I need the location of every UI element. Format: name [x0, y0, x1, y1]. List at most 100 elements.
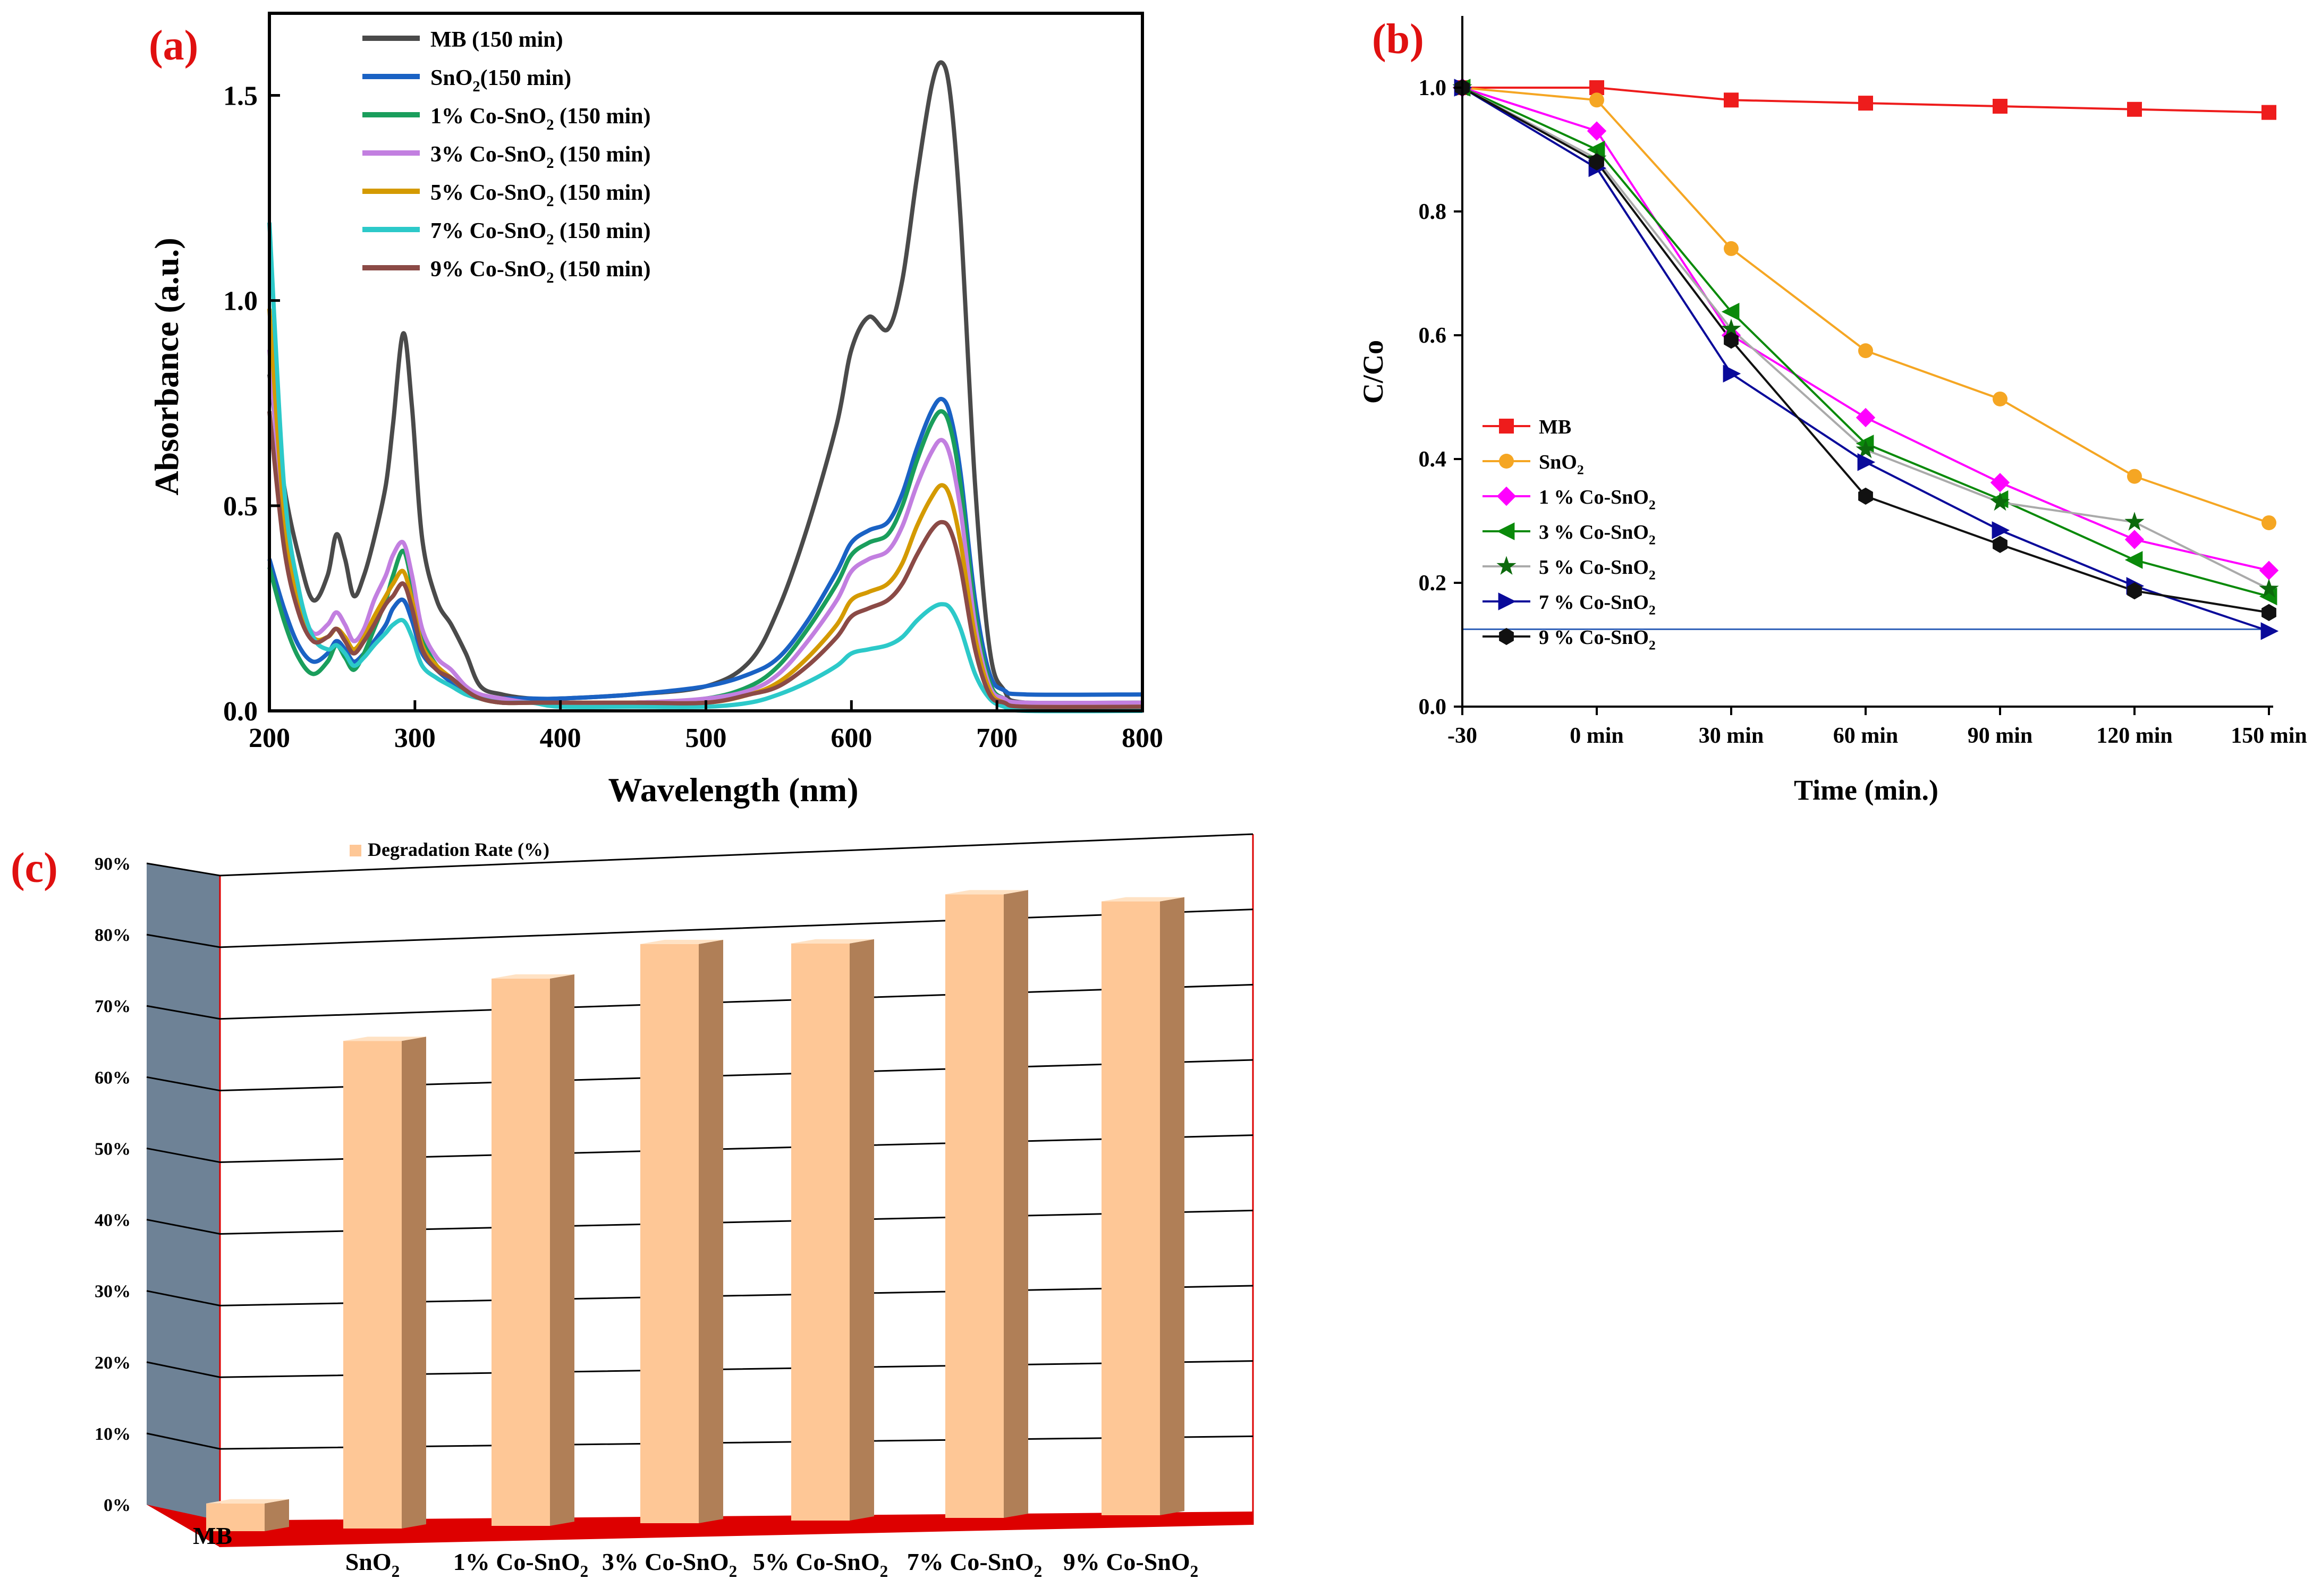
panel-b-y-axis-label: C/Co — [1357, 340, 1389, 404]
panel-b-point-6-5 — [2127, 582, 2142, 600]
panel-c-x-tick-label-5: 7% Co-SnO2 — [907, 1548, 1043, 1581]
panel-c-legend-label: Degradation Rate (%) — [368, 839, 549, 860]
panel-b-point-0-6 — [2261, 105, 2276, 120]
panel-b-y-tick-label: 0.0 — [1419, 695, 1447, 719]
panel-b-point-3-1 — [1587, 140, 1605, 159]
panel-b-point-2-3 — [1856, 408, 1876, 428]
panel-b-x-tick-label: 30 min — [1699, 724, 1764, 748]
panel-a-series-line-5 — [267, 222, 1143, 714]
panel-b-legend-marker-4 — [1496, 556, 1517, 575]
panel-a-ticks: 200 300 400 500 600 700 800 0.0 0.5 1.0 1.5 — [223, 81, 1163, 753]
panel-a-legend: MB (150 min) SnO2(150 min) 1% Co-SnO2 (150… — [362, 28, 650, 286]
panel-c-x-tick-label-0: MB — [193, 1522, 232, 1549]
panel-a-series-line-3 — [267, 349, 1143, 706]
panel-c-bar-side-5 — [1004, 890, 1028, 1518]
panel-a-series-line-2 — [267, 409, 1143, 706]
panel-c-x-tick-label-6: 9% Co-SnO2 — [1063, 1548, 1199, 1581]
panel-a: (a) Absorbance (a.u.) Wavelength (nm) 20… — [148, 12, 1163, 809]
panel-c-bar-side-3 — [699, 939, 723, 1523]
panel-c-bar-top-6 — [1102, 897, 1184, 902]
panel-c-x-tick-label-2: 1% Co-SnO2 — [453, 1548, 589, 1581]
panel-c-bar-1 — [343, 1041, 402, 1529]
panel-b-legend-label-2: 1 % Co-SnO2 — [1539, 486, 1656, 513]
panel-b: (b) C/Co Time (min.) -30 0 min 30 min 60 mi… — [1357, 16, 2307, 806]
panel-c-x-tick-label-3: 3% Co-SnO2 — [602, 1548, 738, 1581]
panel-a-y-tick-label: 1.0 — [223, 286, 258, 317]
panel-c-label: (c) — [11, 845, 58, 892]
panel-a-plot-frame — [268, 12, 1144, 712]
panel-b-point-5-4 — [1992, 521, 2010, 539]
panel-b-x-tick-label: 150 min — [2231, 724, 2307, 748]
panel-b-point-6-1 — [1589, 153, 1604, 171]
panel-b-point-1-4 — [1993, 391, 2007, 406]
panel-a-series-group — [267, 60, 1143, 714]
panel-a-y-axis-label: Absorbance (a.u.) — [148, 237, 185, 495]
panel-b-point-1-2 — [1724, 241, 1739, 256]
panel-a-series-line-6 — [267, 411, 1143, 709]
panel-b-point-1-1 — [1589, 92, 1604, 108]
panel-b-point-4-3 — [1856, 439, 1876, 459]
panel-b-point-3-2 — [1721, 302, 1740, 321]
panel-c-y-tick-label: 50% — [95, 1139, 131, 1159]
panel-a-y-tick-label: 1.5 — [223, 81, 258, 111]
panel-c-gridline — [146, 1285, 1253, 1306]
panel-c-bar-5 — [945, 894, 1004, 1518]
panel-a-x-axis-label: Wavelength (nm) — [608, 771, 858, 809]
panel-b-legend-marker-3 — [1496, 522, 1515, 540]
panel-b-series-line-3 — [1462, 87, 2269, 598]
panel-b-point-0-3 — [1858, 96, 1873, 111]
panel-b-point-4-4 — [1990, 491, 2010, 511]
panel-b-x-tick-label: -30 — [1447, 724, 1477, 748]
panel-b-point-4-2 — [1721, 318, 1741, 338]
panel-a-legend-label-5: 7% Co-SnO2 (150 min) — [430, 219, 650, 248]
panel-b-point-1-6 — [2261, 515, 2276, 530]
panel-c-y-tick-label: 80% — [95, 926, 131, 945]
panel-c-y-tick-label: 70% — [95, 997, 131, 1016]
panel-c-bar-top-5 — [945, 890, 1028, 895]
panel-b-point-2-4 — [1990, 473, 2010, 493]
panel-a-legend-label-3: 3% Co-SnO2 (150 min) — [430, 142, 650, 172]
panel-a-label: (a) — [149, 22, 198, 69]
panel-c-bar-top-0 — [206, 1499, 289, 1504]
panel-c-legend: Degradation Rate (%) — [350, 839, 549, 860]
panel-b-legend-marker-0 — [1499, 419, 1514, 434]
panel-a-legend-label-4: 5% Co-SnO2 (150 min) — [430, 181, 650, 210]
panel-b-point-4-5 — [2124, 512, 2145, 531]
panel-b-ticks: -30 0 min 30 min 60 min 90 min 120 min 150 min… — [1419, 76, 2307, 748]
panel-c-bars — [206, 890, 1184, 1531]
panel-b-label: (b) — [1372, 16, 1424, 63]
panel-a-legend-label-2: 1% Co-SnO2 (150 min) — [430, 104, 650, 133]
panel-a-x-tick-label: 600 — [831, 723, 872, 753]
panel-c-gridline — [146, 1134, 1253, 1164]
panel-c-side-wall — [147, 863, 220, 1547]
panel-c-bar-top-1 — [343, 1037, 426, 1041]
panel-b-point-5-6 — [2260, 622, 2279, 640]
panel-b-point-0-4 — [1993, 98, 2007, 114]
panel-b-point-6-6 — [2261, 604, 2276, 621]
panel-b-legend-label-0: MB — [1539, 416, 1571, 438]
panel-c-gridlines — [146, 833, 1253, 1450]
panel-c-bar-side-1 — [402, 1037, 426, 1529]
panel-c-gridline — [146, 1360, 1253, 1378]
panel-b-point-2-1 — [1587, 121, 1607, 141]
panel-c-bar-side-4 — [850, 939, 874, 1521]
panel-b-series-line-4 — [1462, 87, 2269, 590]
panel-c-y-tick-label: 0% — [104, 1496, 131, 1515]
panel-b-point-4-6 — [2259, 579, 2279, 598]
panel-b-point-6-3 — [1858, 487, 1873, 505]
panel-b-legend-label-1: SnO2 — [1539, 451, 1584, 478]
panel-b-point-2-5 — [2124, 530, 2145, 549]
panel-c-gridline — [146, 909, 1253, 948]
panel-c-gridline — [146, 833, 1253, 877]
panel-c-gridline — [146, 1209, 1253, 1235]
panel-c-bar-top-3 — [640, 939, 723, 944]
panel-b-legend-label-3: 3 % Co-SnO2 — [1539, 521, 1656, 548]
panel-c-gridline — [146, 1059, 1253, 1092]
panel-b-legend-label-5: 7 % Co-SnO2 — [1539, 591, 1656, 618]
panel-b-x-tick-label: 90 min — [1968, 724, 2033, 748]
panel-a-y-tick-label: 0.5 — [223, 491, 258, 522]
panel-b-point-5-2 — [1723, 364, 1741, 383]
panel-c-y-tick-label: 60% — [95, 1068, 131, 1088]
panel-b-series-group — [1452, 77, 2279, 640]
